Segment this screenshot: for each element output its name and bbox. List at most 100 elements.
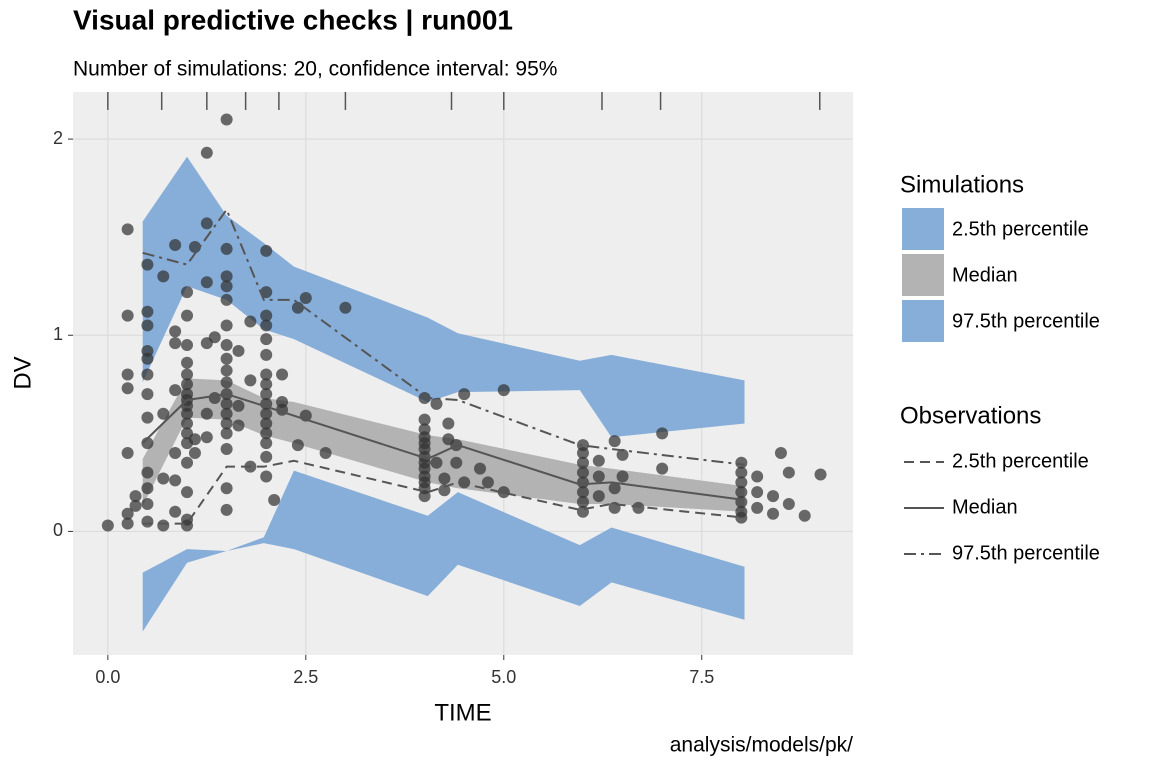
legend-label: Median <box>952 496 1018 518</box>
observation-point <box>141 482 154 495</box>
observation-point <box>220 417 233 430</box>
observation-point <box>608 435 621 448</box>
observation-point <box>751 470 764 483</box>
y-axis-label: DV <box>9 356 36 389</box>
observation-point <box>181 417 194 430</box>
observation-point <box>169 384 182 397</box>
observation-point <box>121 517 134 530</box>
legend-title: Simulations <box>900 171 1024 198</box>
observation-point <box>141 319 154 332</box>
observation-point <box>735 511 748 524</box>
observation-point <box>200 431 213 444</box>
observation-point <box>181 309 194 322</box>
observation-point <box>157 270 170 283</box>
observation-point <box>260 348 273 361</box>
legend-label: 97.5th percentile <box>952 310 1100 332</box>
observation-point <box>458 388 471 401</box>
observation-point <box>188 446 201 459</box>
observation-point <box>260 319 273 332</box>
observation-point <box>774 446 787 459</box>
observation-point <box>200 217 213 230</box>
caption: analysis/models/pk/ <box>670 734 853 757</box>
observation-point <box>576 456 589 469</box>
simulation-band <box>142 470 745 632</box>
observation-point <box>157 519 170 532</box>
x-tick-label: 7.5 <box>689 667 714 687</box>
observation-point <box>181 368 194 381</box>
x-tick-label: 5.0 <box>491 667 516 687</box>
observation-point <box>260 388 273 401</box>
observation-point <box>608 482 621 495</box>
observation-point <box>244 374 257 387</box>
observation-point <box>200 407 213 420</box>
y-tick-label: 1 <box>53 324 63 344</box>
observation-point <box>220 364 233 377</box>
legend-swatch <box>902 300 944 342</box>
legend-label: 97.5th percentile <box>952 542 1100 564</box>
observation-point <box>735 456 748 469</box>
observation-point <box>782 466 795 479</box>
observation-point <box>121 446 134 459</box>
observation-point <box>220 376 233 389</box>
observation-point <box>481 476 494 489</box>
observation-point <box>200 276 213 289</box>
observation-point <box>141 305 154 318</box>
y-tick-label: 0 <box>53 520 63 540</box>
observation-point <box>141 388 154 401</box>
observation-point <box>450 456 463 469</box>
observation-point <box>268 494 281 507</box>
observation-point <box>141 466 154 479</box>
observation-point <box>767 490 780 503</box>
observation-point <box>616 448 629 461</box>
observation-point <box>121 223 134 236</box>
observation-point <box>430 397 443 410</box>
observation-point <box>157 472 170 485</box>
observation-point <box>576 446 589 459</box>
observation-point <box>592 490 605 503</box>
observation-point <box>782 497 795 510</box>
observation-point <box>260 437 273 450</box>
observation-point <box>814 468 827 481</box>
x-tick-label: 2.5 <box>293 667 318 687</box>
observation-point <box>260 309 273 322</box>
observation-point <box>735 466 748 479</box>
observation-point <box>181 519 194 532</box>
observation-point <box>576 466 589 479</box>
observation-point <box>208 331 221 344</box>
observed-line <box>141 393 745 502</box>
observation-point <box>157 407 170 420</box>
observation-point <box>232 399 245 412</box>
observation-point <box>798 509 811 522</box>
observation-point <box>656 462 669 475</box>
observation-point <box>592 454 605 467</box>
observation-point <box>141 258 154 271</box>
legend-label: Median <box>952 264 1018 286</box>
observation-point <box>260 378 273 391</box>
observation-point <box>497 384 510 397</box>
observation-point <box>188 433 201 446</box>
observation-point <box>418 490 431 503</box>
observation-point <box>200 146 213 159</box>
observation-point <box>141 515 154 528</box>
x-tick-label: 0.0 <box>95 667 120 687</box>
observation-point <box>141 497 154 510</box>
x-axis-label: TIME <box>434 699 491 726</box>
observation-point <box>129 490 142 503</box>
observation-point <box>418 392 431 405</box>
observation-point <box>121 382 134 395</box>
observation-point <box>260 427 273 440</box>
observation-point <box>260 286 273 299</box>
observation-point <box>751 501 764 514</box>
observation-point <box>616 470 629 483</box>
observation-point <box>430 456 443 469</box>
observation-point <box>260 333 273 346</box>
observation-point <box>169 337 182 350</box>
observation-point <box>232 419 245 432</box>
observation-point <box>121 507 134 520</box>
observed-line <box>142 207 745 466</box>
observation-point <box>220 339 233 352</box>
observation-point <box>181 378 194 391</box>
observation-point <box>220 280 233 293</box>
observation-point <box>169 474 182 487</box>
